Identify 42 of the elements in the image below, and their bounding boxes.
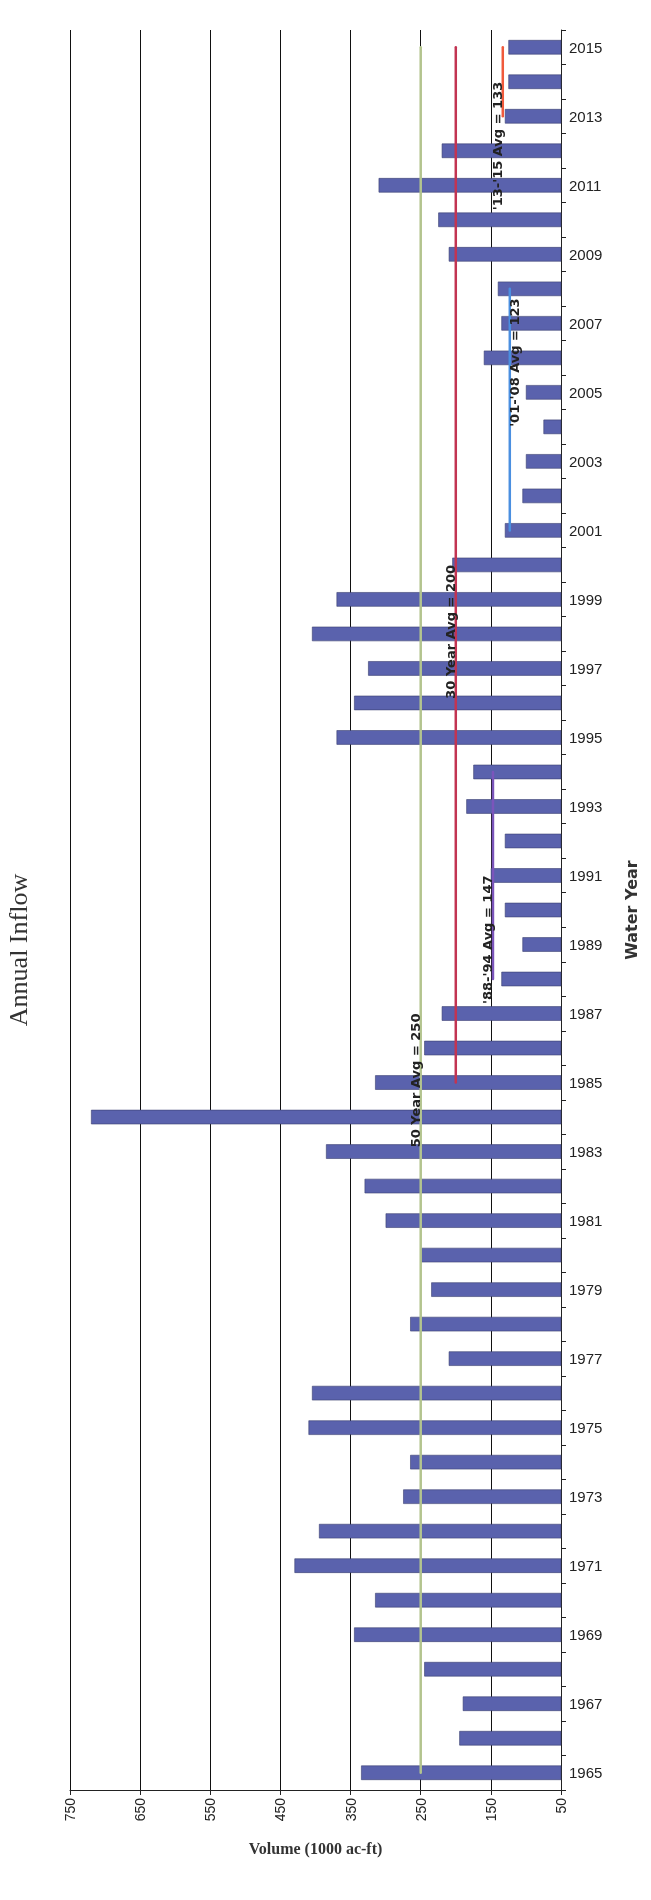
y-tick-label: 1977	[569, 1350, 603, 1368]
y-axis-title: Water Year	[621, 860, 641, 960]
x-tick-label: 750	[62, 1797, 78, 1822]
y-tick-label: 1989	[569, 936, 603, 954]
y-tick-label: 2005	[569, 383, 603, 401]
y-tick-label: 2001	[569, 521, 603, 539]
y-tick-label: 2007	[569, 314, 603, 332]
text: 50 Year Avg = 250	[408, 1013, 424, 1148]
y-tick-label: 1975	[569, 1419, 603, 1437]
y-tick-label: 1985	[569, 1074, 603, 1092]
y-tick-label: 1995	[569, 728, 603, 746]
y-tick-label: 1983	[569, 1143, 603, 1161]
x-tick-label: 650	[132, 1797, 149, 1822]
x-tick-label: 350	[342, 1797, 359, 1822]
y-tick-label: 1971	[569, 1557, 603, 1575]
y-tick-label: 1969	[569, 1626, 603, 1644]
text: 30 Year Avg = 200	[443, 564, 459, 699]
text: '01-'08 Avg = 123	[507, 298, 523, 427]
x-tick-label: 150	[482, 1797, 499, 1822]
x-tick-label: 550	[202, 1797, 219, 1822]
y-tick-label: 1965	[569, 1764, 603, 1782]
text: '88-'94 Avg = 147	[480, 875, 496, 1005]
y-tick-label: 1999	[569, 590, 603, 608]
x-axis-title: Volume (1000 ac-ft)	[248, 1839, 383, 1858]
y-tick-label: 2009	[569, 245, 603, 263]
y-tick-label: 1979	[569, 1281, 603, 1299]
x-tick-label: 450	[272, 1797, 289, 1822]
y-tick-label: 2011	[569, 176, 602, 194]
y-tick-label: 2003	[569, 452, 603, 470]
y-tick-label: 1967	[569, 1695, 603, 1713]
x-tick-label: 50	[553, 1797, 569, 1814]
y-tick-label: 1997	[569, 659, 603, 677]
y-tick-label: 2013	[569, 107, 603, 125]
y-tick-label: 1991	[569, 866, 603, 884]
text: '13-'15 Avg = 133	[490, 81, 506, 211]
text: Annual Inflow	[3, 873, 33, 1027]
y-tick-label: 1981	[569, 1212, 603, 1230]
x-tick-label: 250	[412, 1797, 429, 1822]
y-tick-label: 1987	[569, 1005, 603, 1023]
y-tick-label: 2015	[569, 38, 603, 56]
y-tick-label: 1993	[569, 797, 603, 815]
y-tick-label: 1973	[569, 1488, 603, 1506]
